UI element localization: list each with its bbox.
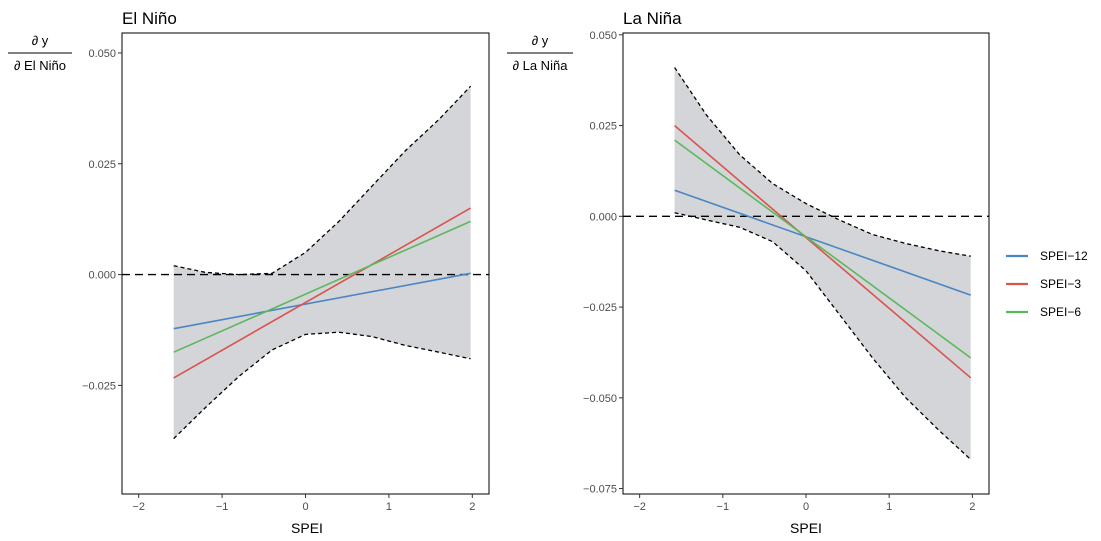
- legend-label: SPEI−3: [1040, 277, 1081, 291]
- y-tick-label: −0.075: [583, 484, 617, 496]
- series-line: [173, 207, 471, 379]
- x-tick-label: −1: [717, 501, 730, 513]
- y-axis-label-numerator: ∂ y: [32, 33, 49, 48]
- y-tick-label: −0.025: [82, 380, 116, 392]
- series-line: [674, 189, 971, 296]
- y-tick-label: 0.050: [589, 30, 617, 42]
- legend-label: SPEI−6: [1040, 305, 1081, 319]
- x-tick-label: 1: [386, 501, 392, 513]
- x-tick-label: −1: [216, 501, 229, 513]
- y-tick-label: −0.025: [583, 302, 617, 314]
- x-tick-label: 2: [969, 501, 975, 513]
- y-tick-label: 0.000: [589, 211, 617, 223]
- series-line: [173, 220, 471, 353]
- y-axis-label-denominator: ∂ La Niña: [513, 58, 569, 73]
- panel-title-la-nina: La Niña: [623, 9, 682, 28]
- band-lower-bound: [173, 331, 471, 440]
- x-tick-label: 0: [803, 501, 809, 513]
- y-tick-label: −0.050: [583, 393, 617, 405]
- series-line: [674, 124, 972, 379]
- panel-el-nino: El Niño ∂ y ∂ El Niño −0.025 0.000 0.025 0.…: [8, 9, 490, 536]
- confidence-band: [173, 86, 471, 439]
- series-line: [173, 272, 471, 330]
- x-tick-label: 1: [886, 501, 892, 513]
- series-line: [674, 139, 972, 359]
- legend: SPEI−12 SPEI−3 SPEI−6: [1006, 249, 1088, 319]
- panel-la-nina: La Niña ∂ y ∂ La Niña −0.075 −0.050 −0.025…: [507, 9, 990, 536]
- x-tick-label: −2: [633, 501, 646, 513]
- x-axis-title-la-nina: SPEI: [790, 520, 822, 536]
- band-lower-bound: [674, 212, 972, 460]
- x-tick-label: 2: [469, 501, 475, 513]
- panel-title-el-nino: El Niño: [122, 9, 177, 28]
- y-axis-label-numerator: ∂ y: [532, 33, 549, 48]
- plot-area-la-nina: −0.075 −0.050 −0.025 0.000 0.025 0.050 −2 −1 0 1 2: [583, 30, 990, 513]
- x-axis-title-el-nino: SPEI: [291, 520, 323, 536]
- plot-area-el-nino: −0.025 0.000 0.025 0.050 −2 −1 0 1 2: [82, 32, 490, 513]
- band-upper-bound: [674, 67, 971, 257]
- x-tick-label: 0: [302, 501, 308, 513]
- x-tick-label: −2: [132, 501, 145, 513]
- legend-label: SPEI−12: [1040, 249, 1088, 263]
- y-tick-label: 0.025: [88, 159, 116, 171]
- y-tick-label: 0.025: [589, 121, 617, 133]
- band-upper-bound: [173, 85, 472, 276]
- y-tick-label: 0.000: [88, 270, 116, 282]
- y-axis-label-denominator: ∂ El Niño: [14, 58, 66, 73]
- y-tick-label: 0.050: [88, 48, 116, 60]
- confidence-band: [674, 67, 971, 460]
